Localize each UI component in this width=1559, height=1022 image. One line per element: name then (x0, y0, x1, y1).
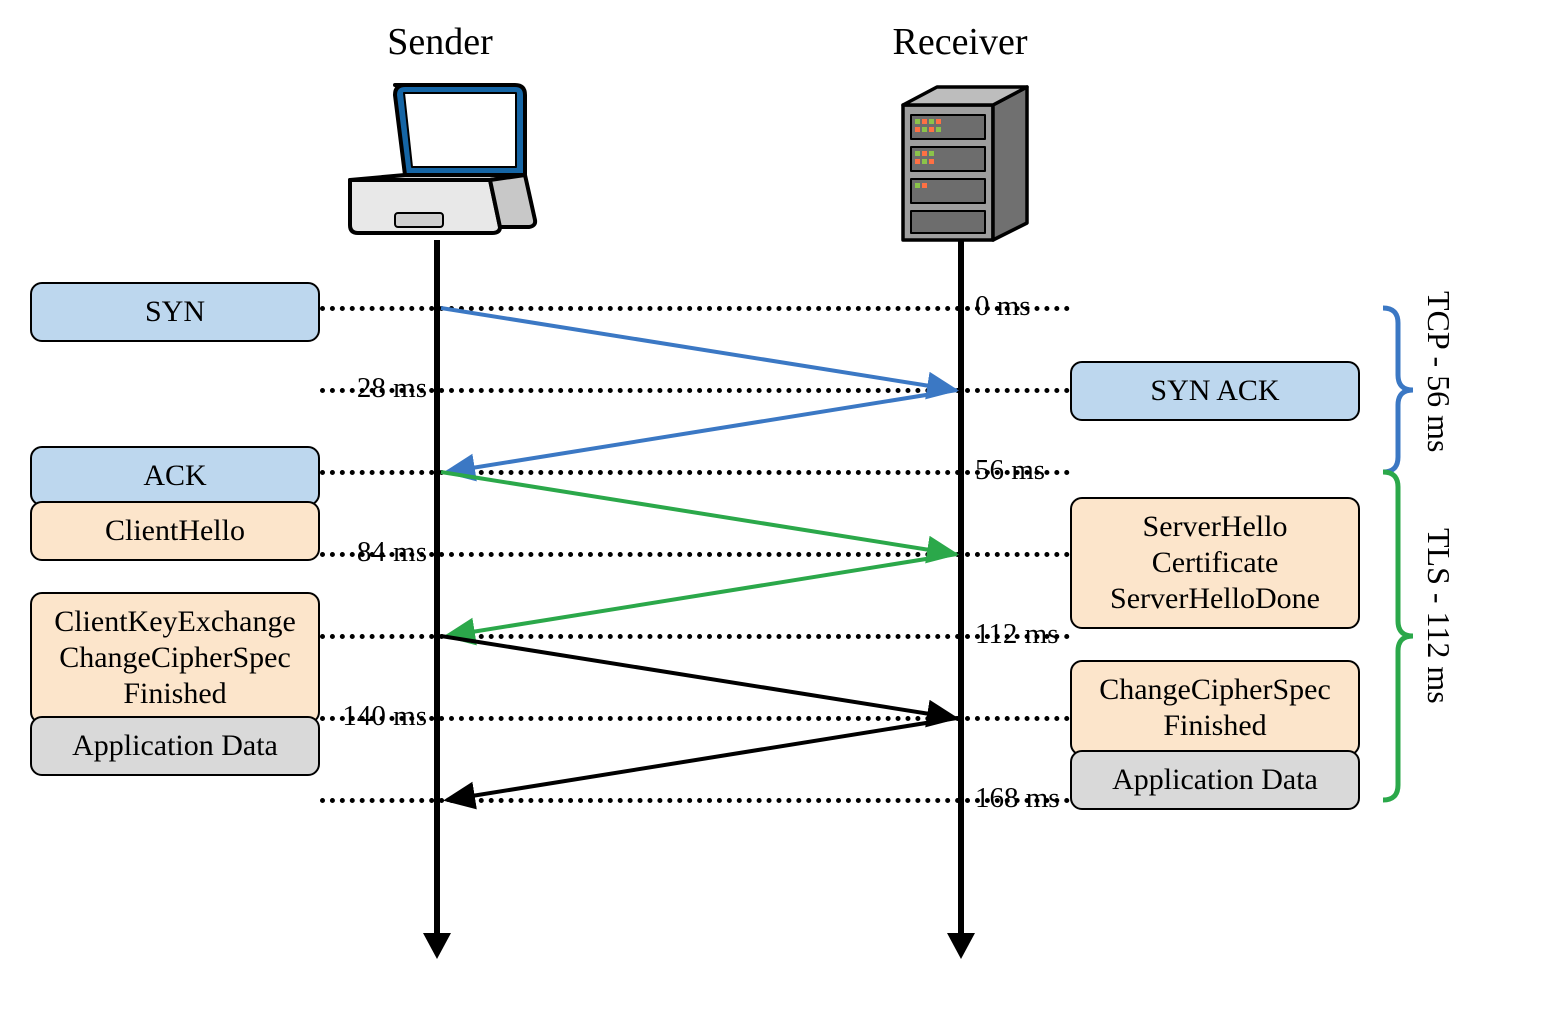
message-line: ServerHello (1088, 509, 1342, 545)
message-ack: ACK (30, 446, 320, 506)
message-line: ChangeCipherSpec (48, 640, 302, 676)
sequence-diagram: Sender Receiver (20, 20, 1540, 1000)
arrow (447, 718, 957, 800)
message-line: Application Data (48, 728, 302, 764)
arrow (441, 472, 955, 554)
time-label: 140 ms (327, 700, 427, 733)
guide-line (320, 798, 1070, 803)
arrowhead-icon (947, 933, 975, 959)
time-label: 28 ms (327, 372, 427, 405)
message-clienthello: ClientHello (30, 501, 320, 561)
arrowhead-icon (423, 933, 451, 959)
sender-header: Sender (340, 20, 540, 64)
message-synack: SYN ACK (1070, 361, 1360, 421)
brace-label: TCP - 56 ms (1420, 291, 1457, 453)
guide-line (320, 552, 1070, 557)
arrow (441, 636, 955, 718)
receiver-lifeline (958, 240, 964, 940)
message-line: SYN (48, 294, 302, 330)
message-ckx: ClientKeyExchangeChangeCipherSpecFinishe… (30, 592, 320, 724)
message-appdata_r: Application Data (1070, 750, 1360, 810)
server-icon (895, 75, 1035, 245)
message-syn: SYN (30, 282, 320, 342)
time-label: 112 ms (975, 618, 1059, 651)
brace-label: TLS - 112 ms (1420, 528, 1457, 704)
guide-line (320, 306, 1070, 311)
message-line: ClientHello (48, 513, 302, 549)
receiver-header: Receiver (860, 20, 1060, 64)
guide-line (320, 716, 1070, 721)
guide-line (320, 634, 1070, 639)
arrow (441, 308, 955, 390)
guide-line (320, 388, 1070, 393)
arrow (447, 390, 957, 472)
message-serverhello: ServerHelloCertificateServerHelloDone (1070, 497, 1360, 629)
time-label: 56 ms (975, 454, 1045, 487)
message-line: Finished (1088, 708, 1342, 744)
time-label: 168 ms (975, 782, 1060, 815)
message-line: SYN ACK (1088, 373, 1342, 409)
message-ccs_r: ChangeCipherSpecFinished (1070, 660, 1360, 756)
sender-lifeline (434, 240, 440, 940)
arrow (447, 554, 957, 636)
message-line: Certificate (1088, 545, 1342, 581)
message-line: ChangeCipherSpec (1088, 672, 1342, 708)
message-appdata_s: Application Data (30, 716, 320, 776)
laptop-icon (340, 75, 540, 235)
guide-line (320, 470, 1070, 475)
time-label: 84 ms (327, 536, 427, 569)
time-label: 0 ms (975, 290, 1031, 323)
message-line: Application Data (1088, 762, 1342, 798)
message-line: ACK (48, 458, 302, 494)
message-line: Finished (48, 676, 302, 712)
message-line: ClientKeyExchange (48, 604, 302, 640)
message-line: ServerHelloDone (1088, 581, 1342, 617)
